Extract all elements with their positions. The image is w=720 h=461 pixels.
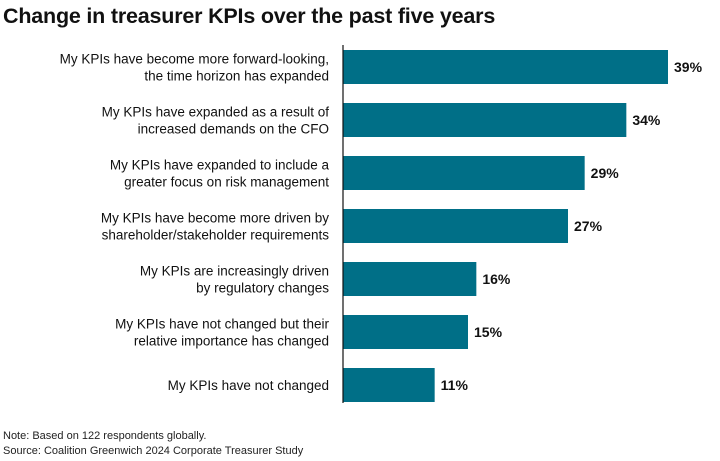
bar: [343, 315, 468, 349]
bar: [343, 368, 435, 402]
data-label: 15%: [474, 324, 503, 340]
data-label: 29%: [591, 165, 620, 181]
category-label: My KPIs are increasingly driven by regula…: [140, 264, 329, 296]
data-label: 34%: [632, 112, 661, 128]
chart-title: Change in treasurer KPIs over the past f…: [3, 4, 496, 28]
data-label: 16%: [482, 271, 511, 287]
bar: [343, 103, 627, 137]
data-label: 27%: [574, 218, 603, 234]
bar: [343, 50, 668, 84]
bar: [343, 209, 568, 243]
category-label: My KPIs have expanded to include a greate…: [110, 158, 330, 190]
bar: [343, 262, 477, 296]
category-label: My KPIs have become more driven by shareh…: [101, 211, 329, 243]
category-label: My KPIs have not changed: [168, 378, 329, 393]
chart-note: Note: Based on 122 respondents globally.: [3, 430, 207, 442]
data-label: 11%: [441, 377, 469, 393]
bar: [343, 156, 585, 190]
category-label: My KPIs have become more forward-looking…: [60, 52, 329, 84]
category-label: My KPIs have expanded as a result of incr…: [102, 105, 330, 137]
category-label: My KPIs have not changed but their relati…: [115, 317, 329, 349]
chart-source: Source: Coalition Greenwich 2024 Corpora…: [3, 445, 304, 457]
data-label: 39%: [674, 59, 703, 75]
